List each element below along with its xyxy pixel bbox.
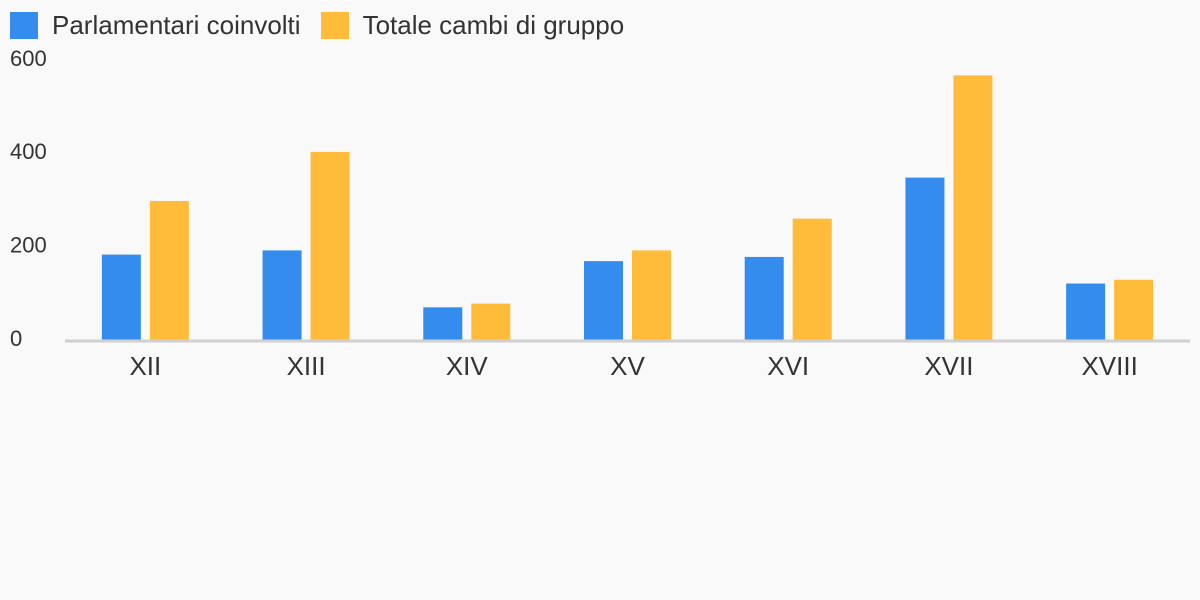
- legend-swatch-series-2: [320, 12, 349, 39]
- x-tick-label-xiv: XIV: [446, 351, 489, 381]
- legend-swatch-series-1: [10, 12, 38, 39]
- x-tick-label-xiii: XIII: [287, 351, 326, 381]
- legend-label-series-2: Totale cambi di gruppo: [362, 10, 625, 40]
- x-tick-label-xviii: XVIII: [1081, 351, 1137, 381]
- legend-item-series-1[interactable]: Parlamentari coinvolti: [10, 10, 301, 41]
- bar-xii-series-2: [149, 200, 189, 340]
- y-tick-label-0: 0: [10, 326, 22, 351]
- bar-xiv-series-2: [471, 303, 511, 340]
- bar-xvi-series-2: [792, 218, 832, 340]
- bar-xii-series-1: [101, 254, 141, 340]
- bar-xv-series-1: [584, 261, 623, 340]
- bar-xiii-series-2: [310, 151, 350, 340]
- bar-xviii-series-2: [1114, 279, 1154, 340]
- bar-xviii-series-1: [1066, 283, 1106, 340]
- legend-item-series-2[interactable]: Totale cambi di gruppo: [320, 10, 625, 41]
- legend-label-series-1: Parlamentari coinvolti: [52, 10, 301, 40]
- y-tick-label-600: 600: [10, 46, 47, 71]
- x-tick-label-xv: XV: [610, 351, 645, 381]
- bar-xiii-series-1: [262, 250, 302, 340]
- bar-xvii-series-2: [953, 75, 993, 341]
- bar-xiv-series-1: [423, 307, 463, 340]
- bar-xvii-series-1: [905, 177, 945, 340]
- bar-xvi-series-1: [744, 256, 784, 340]
- bar-xv-series-2: [632, 250, 671, 340]
- chart-legend: Parlamentari coinvolti Totale cambi di g…: [10, 10, 644, 41]
- y-tick-label-200: 200: [10, 232, 47, 257]
- x-tick-label-xvi: XVI: [767, 351, 809, 381]
- x-tick-label-xvii: XVII: [924, 351, 973, 381]
- y-tick-label-400: 400: [10, 139, 47, 164]
- x-tick-label-xii: XII: [129, 351, 161, 381]
